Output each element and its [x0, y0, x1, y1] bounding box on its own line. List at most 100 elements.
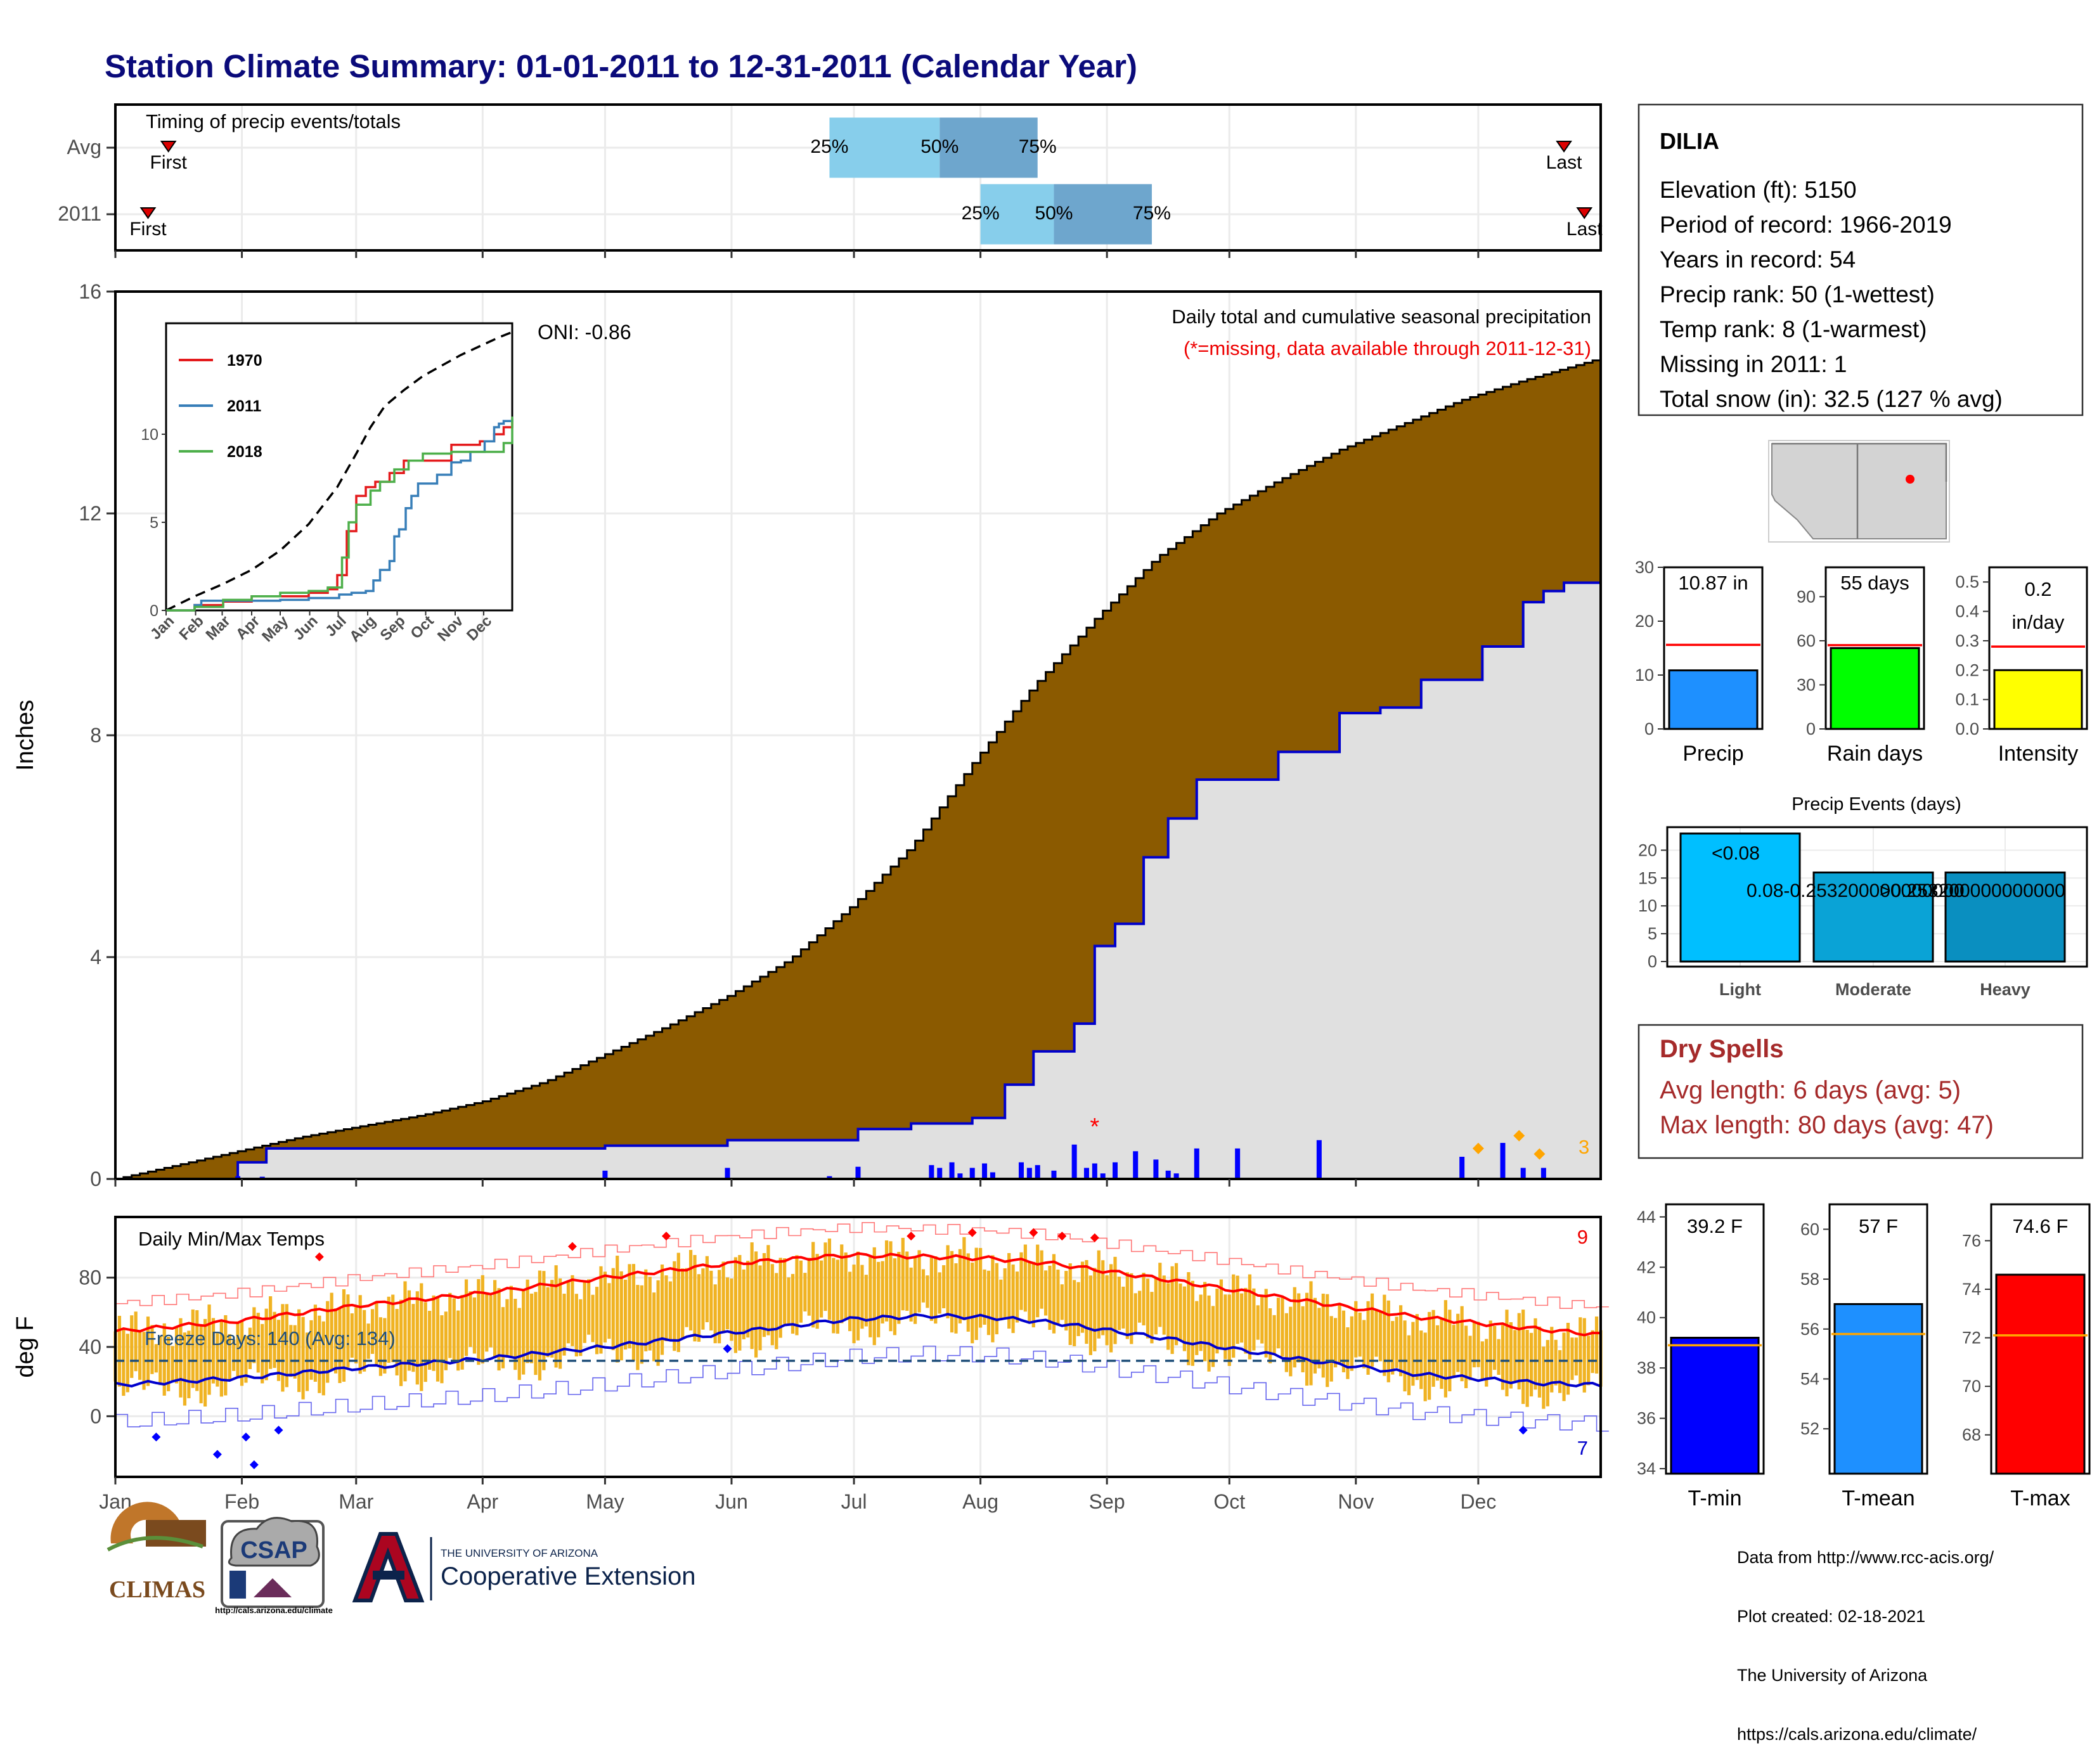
inset-x-tick: May [259, 612, 292, 646]
daily-temp-bar [1211, 1306, 1215, 1367]
daily-temp-bar [991, 1255, 995, 1342]
month-tick-label: Oct [1213, 1490, 1245, 1513]
precip-y-tick: 12 [79, 502, 101, 525]
daily-temp-bar [1354, 1301, 1358, 1358]
daily-temp-bar [472, 1297, 477, 1354]
month-tick-label: Aug [962, 1490, 998, 1513]
daily-temp-bar [1207, 1295, 1211, 1372]
daily-temp-bar [1423, 1332, 1427, 1401]
daily-temp-bar [1085, 1259, 1088, 1344]
daily-precip-bar [957, 1173, 963, 1179]
daily-temp-bar [297, 1309, 301, 1393]
daily-temp-bar [538, 1270, 542, 1381]
events-y-tick: 15 [1638, 868, 1657, 887]
daily-temp-bar [420, 1283, 423, 1391]
daily-temp-bar [513, 1299, 517, 1370]
daily-temp-bar [1105, 1275, 1109, 1346]
daily-temp-bar [1346, 1327, 1350, 1379]
record-high-point [661, 1232, 671, 1241]
daily-temp-bar [1215, 1289, 1219, 1354]
daily-temp-bar [1015, 1271, 1019, 1323]
daily-temp-bar [1138, 1291, 1142, 1323]
daily-temp-bar [1068, 1263, 1072, 1346]
daily-temp-bar [1591, 1330, 1594, 1374]
daily-temp-bar [709, 1270, 713, 1331]
daily-precip-bar [725, 1168, 730, 1179]
temp-summary-label: T-min [1688, 1486, 1742, 1510]
daily-temp-bar [407, 1290, 411, 1371]
daily-temp-bar [1281, 1296, 1284, 1357]
timing-bar-high [939, 117, 1038, 178]
precip-note-title: Daily total and cumulative seasonal prec… [1172, 306, 1591, 328]
temp-summary-y-tick: 56 [1800, 1320, 1819, 1339]
daily-temp-bar [1341, 1310, 1346, 1373]
daily-temp-bar [526, 1279, 529, 1363]
inset-frame [165, 322, 513, 612]
daily-temp-bar [1350, 1316, 1353, 1371]
csap-url: http://cals.arizona.edu/climate [215, 1606, 333, 1615]
daily-temp-bar [848, 1271, 852, 1332]
inset-x-tick: Apr [233, 612, 263, 643]
month-tick-label: Apr [467, 1490, 498, 1513]
daily-temp-bar [872, 1247, 876, 1346]
daily-temp-bar [1313, 1297, 1317, 1374]
daily-temp-bar [1301, 1306, 1305, 1373]
inset-legend-label: 2018 [227, 443, 262, 461]
summary-y-tick: 10 [1635, 666, 1654, 685]
csap-logo-text: CSAP [240, 1537, 307, 1564]
daily-temp-bar [640, 1285, 643, 1364]
daily-temp-bar [840, 1244, 844, 1323]
summary-bar-label: Rain days [1827, 742, 1923, 766]
daily-temp-bar [203, 1318, 207, 1407]
record-low-line [115, 1345, 1609, 1432]
daily-temp-bar [579, 1299, 583, 1356]
daily-temp-bar [395, 1309, 399, 1375]
inset-x-tick: Aug [346, 612, 379, 645]
daily-temp-bar [1036, 1244, 1040, 1318]
daily-temp-bar [1579, 1317, 1582, 1386]
daily-temp-bar [1415, 1314, 1419, 1381]
daily-temp-bar [1158, 1263, 1162, 1327]
snow-marker [1472, 1142, 1484, 1154]
daily-temp-bar [974, 1247, 978, 1341]
inset-y-tick: 5 [150, 514, 158, 532]
daily-temp-bar [387, 1296, 391, 1363]
daily-precip-bar [1459, 1157, 1465, 1179]
summary-bar [1668, 669, 1759, 730]
daily-temp-bar [1501, 1325, 1505, 1390]
daily-temp-bar [244, 1336, 248, 1383]
daily-temp-bar [819, 1260, 823, 1318]
daily-temp-bar [746, 1261, 750, 1338]
daily-temp-bar [1109, 1264, 1113, 1353]
daily-temp-bar [261, 1323, 264, 1384]
daily-temp-bar [1142, 1272, 1146, 1325]
daily-temp-bar [1468, 1336, 1472, 1381]
month-tick-label: Nov [1338, 1490, 1374, 1513]
daily-precip-bar [1035, 1165, 1040, 1179]
daily-temp-bar [1488, 1320, 1492, 1379]
daily-temp-bar [1101, 1260, 1105, 1336]
record-high-point [1090, 1233, 1099, 1242]
daily-temp-bar [685, 1268, 688, 1327]
daily-temp-bar [1493, 1325, 1497, 1370]
daily-temp-bar [676, 1252, 680, 1353]
summary-bar [1993, 669, 2083, 730]
timing-marker-label: Last [1566, 219, 1603, 240]
daily-temp-bar [754, 1251, 758, 1358]
daily-temp-bar [852, 1265, 856, 1344]
daily-temp-bar [1428, 1311, 1431, 1400]
summary-y-tick: 0 [1806, 719, 1816, 738]
daily-temp-bar [983, 1269, 986, 1325]
daily-temp-bar [884, 1240, 889, 1322]
daily-temp-bar [758, 1265, 762, 1351]
daily-temp-bar [946, 1245, 950, 1318]
daily-temp-bar [815, 1254, 819, 1329]
daily-temp-bar [546, 1287, 550, 1358]
footer-credits: Data from http://www.rcc-acis.org/ Plot … [1737, 1509, 1994, 1764]
temp-summary-value-label: 74.6 F [2013, 1215, 2069, 1237]
daily-temp-bar [1256, 1305, 1260, 1340]
climas-logo-text: CLIMAS [109, 1576, 205, 1603]
daily-temp-bar [1537, 1326, 1542, 1398]
daily-temp-bar [1023, 1244, 1028, 1312]
daily-temp-bar [1195, 1301, 1199, 1355]
